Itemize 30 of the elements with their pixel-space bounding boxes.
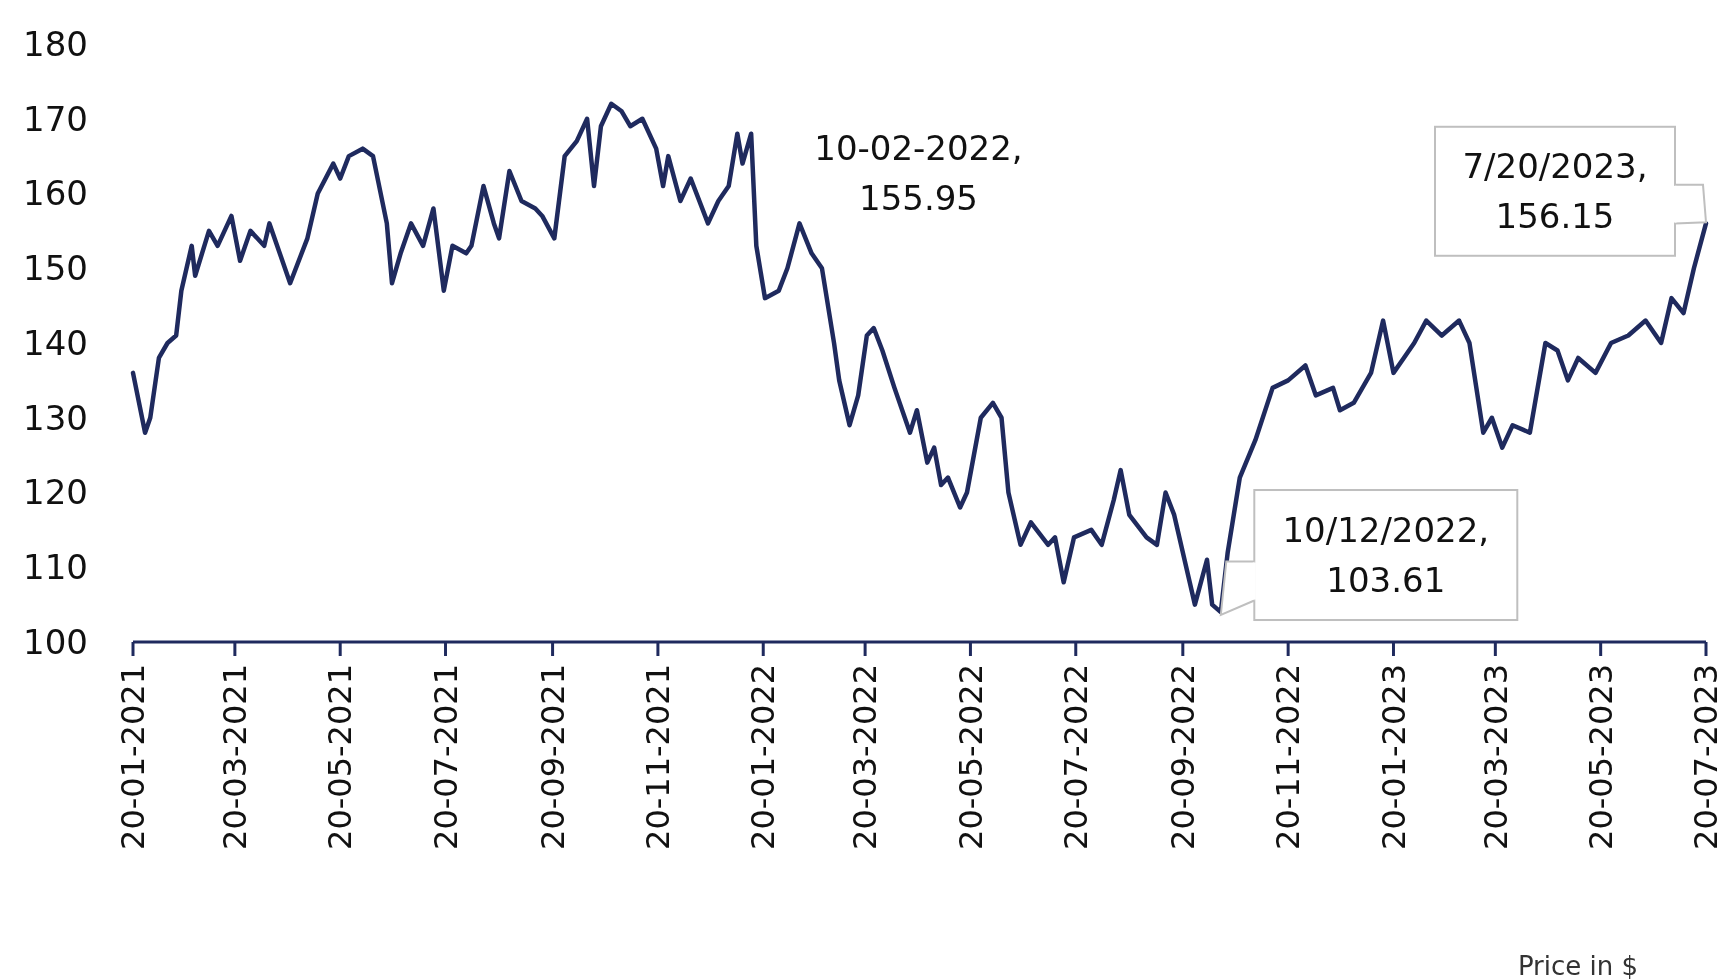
x-tick-label: 20-01-2022 [744, 664, 783, 850]
x-tick-label: 20-07-2023 [1687, 664, 1719, 850]
x-tick-label: 20-03-2023 [1476, 664, 1515, 850]
text: Price in $ [1517, 951, 1639, 980]
y-tick-label: 170 [23, 98, 88, 139]
line-series [130, 101, 1709, 615]
y-tick-label: 140 [23, 322, 88, 363]
x-tick-label: 20-03-2022 [846, 664, 885, 850]
y-tick-label: 120 [23, 472, 88, 513]
x-tick-label: 20-07-2021 [426, 664, 465, 850]
annotation: 10-02-2022, 155.95 [814, 127, 1023, 218]
x-tick-label: 20-09-2021 [533, 664, 572, 850]
x-tick-label: 20-05-2021 [321, 664, 360, 850]
annotation: 7/20/2023, 156.15 [1462, 146, 1648, 237]
x-tick-label: 20-05-2022 [951, 664, 990, 850]
y-tick-label: 130 [23, 397, 88, 438]
x-tick-label: 20-03-2021 [216, 664, 255, 850]
x-tick-label: 20-05-2023 [1581, 664, 1620, 850]
x-tick-label: 20-07-2022 [1056, 664, 1095, 850]
y-tick-label: 100 [23, 621, 88, 662]
y-tick-label: 150 [23, 248, 88, 289]
annotation: 10/12/2022, 103.61 [1282, 510, 1490, 601]
x-tick-label: 20-11-2022 [1269, 664, 1308, 850]
y-tick-label: 180 [23, 23, 88, 64]
x-tick-label: 20-11-2021 [639, 664, 678, 850]
x-tick-label: 20-01-2023 [1374, 664, 1413, 850]
x-tick-label: 20-09-2022 [1164, 664, 1203, 850]
x-tick-label: 20-01-2021 [114, 664, 153, 850]
y-tick-label: 110 [23, 547, 88, 588]
y-tick-label: 160 [23, 173, 88, 214]
